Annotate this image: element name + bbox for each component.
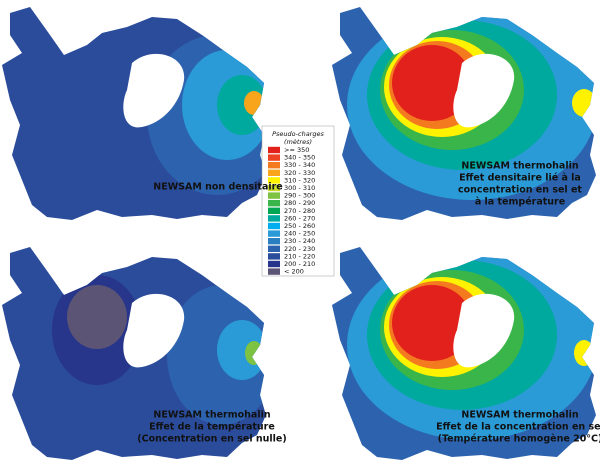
legend-swatch [268, 177, 280, 184]
panel-caption: NEWSAM thermohalin [461, 161, 578, 172]
legend-label: 290 - 300 [284, 192, 315, 200]
legend-label: 260 - 270 [284, 214, 315, 222]
legend-label: 340 - 350 [284, 154, 315, 162]
map-panel [2, 247, 266, 460]
panel-caption: Effet de la température [149, 422, 275, 433]
panel-caption: concentration en sel et [458, 185, 582, 196]
legend-swatch [268, 260, 280, 268]
legend-swatch [268, 238, 280, 245]
legend-label: 250 - 260 [284, 222, 315, 230]
panel-caption: (Température homogène 20°C) [438, 434, 600, 445]
legend-label: 270 - 280 [284, 207, 315, 215]
map-panel [2, 7, 266, 220]
legend-label: < 200 [284, 268, 304, 276]
legend-label: >= 350 [284, 146, 309, 154]
legend-subtitle: (mètres) [284, 138, 312, 146]
panel-caption: Effet densitaire lié à la [459, 173, 581, 184]
legend-label: 200 - 210 [284, 260, 315, 268]
panel-caption: Effet de la concentration en sel [436, 422, 600, 433]
legend-label: 300 - 310 [284, 184, 315, 192]
legend-swatch [268, 184, 280, 192]
legend-swatch [268, 215, 280, 222]
map-panel [332, 247, 596, 460]
legend-swatch [268, 222, 280, 230]
legend-label: 210 - 220 [284, 252, 315, 260]
panel-caption: (Concentration en sel nulle) [137, 434, 286, 445]
legend-label: 230 - 240 [284, 237, 315, 245]
legend-swatch [268, 200, 280, 207]
map-panel [332, 7, 596, 220]
legend-swatch [268, 253, 280, 260]
legend-label: 280 - 290 [284, 199, 315, 207]
legend-label: 320 - 330 [284, 169, 315, 177]
panel-caption: NEWSAM thermohalin [461, 410, 578, 421]
legend-label: 240 - 250 [284, 230, 315, 238]
legend-swatch [268, 146, 280, 154]
legend-swatch [268, 169, 280, 176]
legend-swatch [268, 268, 280, 275]
legend-title: Pseudo-charges [272, 130, 324, 138]
panel-caption: NEWSAM thermohalin [153, 410, 270, 421]
legend-label: 220 - 230 [284, 245, 315, 253]
legend-swatch [268, 207, 280, 214]
legend-swatch [268, 192, 280, 199]
legend-swatch [268, 154, 280, 161]
panel-caption: à la température [475, 197, 565, 208]
legend-swatch [268, 245, 280, 252]
legend-label: 310 - 320 [284, 176, 315, 184]
panel-caption: NEWSAM non densitaire [153, 182, 283, 193]
legend-swatch [268, 230, 280, 237]
legend-swatch [268, 162, 280, 169]
legend-label: 330 - 340 [284, 161, 315, 169]
